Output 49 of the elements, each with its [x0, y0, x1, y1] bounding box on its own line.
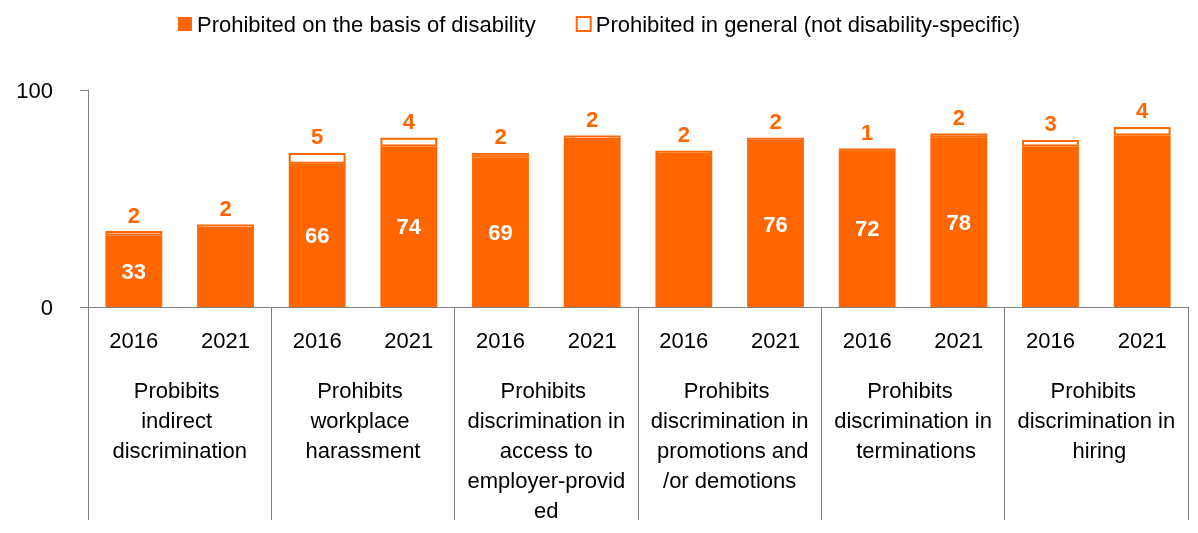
- text: Prohibits discrimination in hiring: [1017, 377, 1176, 463]
- data-label: 74: [396, 214, 422, 240]
- bar: [747, 142, 804, 307]
- data-label: 4: [402, 109, 416, 135]
- text: Prohibits workplace harassment: [305, 377, 421, 463]
- data-label: 4: [1136, 98, 1150, 124]
- x-tick-label: 2016: [1026, 327, 1075, 353]
- data-label: 69: [488, 219, 513, 245]
- data-label: 33: [121, 258, 147, 284]
- x-tick-label: 2016: [659, 327, 709, 353]
- data-label: 2: [494, 124, 507, 150]
- data-label: 2: [952, 104, 965, 130]
- data-label: 2: [219, 196, 232, 222]
- text: Prohibits discrimination in terminations: [834, 377, 992, 463]
- x-tick-label: 2016: [109, 327, 159, 353]
- x-tick-label: 2016: [292, 327, 342, 353]
- x-tick-label: 2021: [1117, 327, 1167, 353]
- y-tick-label: 100: [16, 77, 53, 103]
- data-label: 72: [854, 216, 880, 242]
- data-label: 2: [677, 122, 690, 148]
- bar: [655, 155, 713, 307]
- x-tick-label: 2021: [384, 327, 434, 353]
- x-tick-label: 2016: [842, 327, 892, 353]
- data-label: 66: [304, 222, 330, 248]
- data-label: 76: [763, 212, 788, 238]
- x-tick-label: 2021: [567, 327, 617, 353]
- data-label: 1: [861, 120, 874, 146]
- bar: [105, 235, 163, 307]
- text: Probibits indirect discrimination: [112, 377, 247, 463]
- bar: [838, 150, 896, 307]
- data-label: 2: [127, 202, 140, 228]
- text: Prohibits discrimination in access to employer-provided: [467, 377, 626, 523]
- x-tick-label: 2016: [476, 327, 525, 353]
- data-label: 2: [586, 107, 599, 133]
- data-label: 3: [1044, 111, 1057, 137]
- data-label: 5: [311, 124, 324, 150]
- data-label: 2: [769, 109, 782, 135]
- x-tick-label: 2021: [201, 327, 250, 353]
- x-tick-label: 2021: [751, 327, 800, 353]
- bar: [472, 157, 529, 307]
- legend-label: Prohibited on the basis of disability: [196, 11, 536, 37]
- bar: [563, 139, 621, 307]
- bar: [197, 228, 254, 307]
- y-tick-label: 0: [40, 294, 53, 320]
- x-tick-label: 2021: [934, 327, 984, 353]
- legend-label: Prohibited in general (not disability-specific): [595, 11, 1021, 37]
- data-label: 78: [946, 209, 972, 235]
- bar: [930, 137, 988, 307]
- text: Prohibits discrimination in promotions and/or demotions: [650, 377, 809, 493]
